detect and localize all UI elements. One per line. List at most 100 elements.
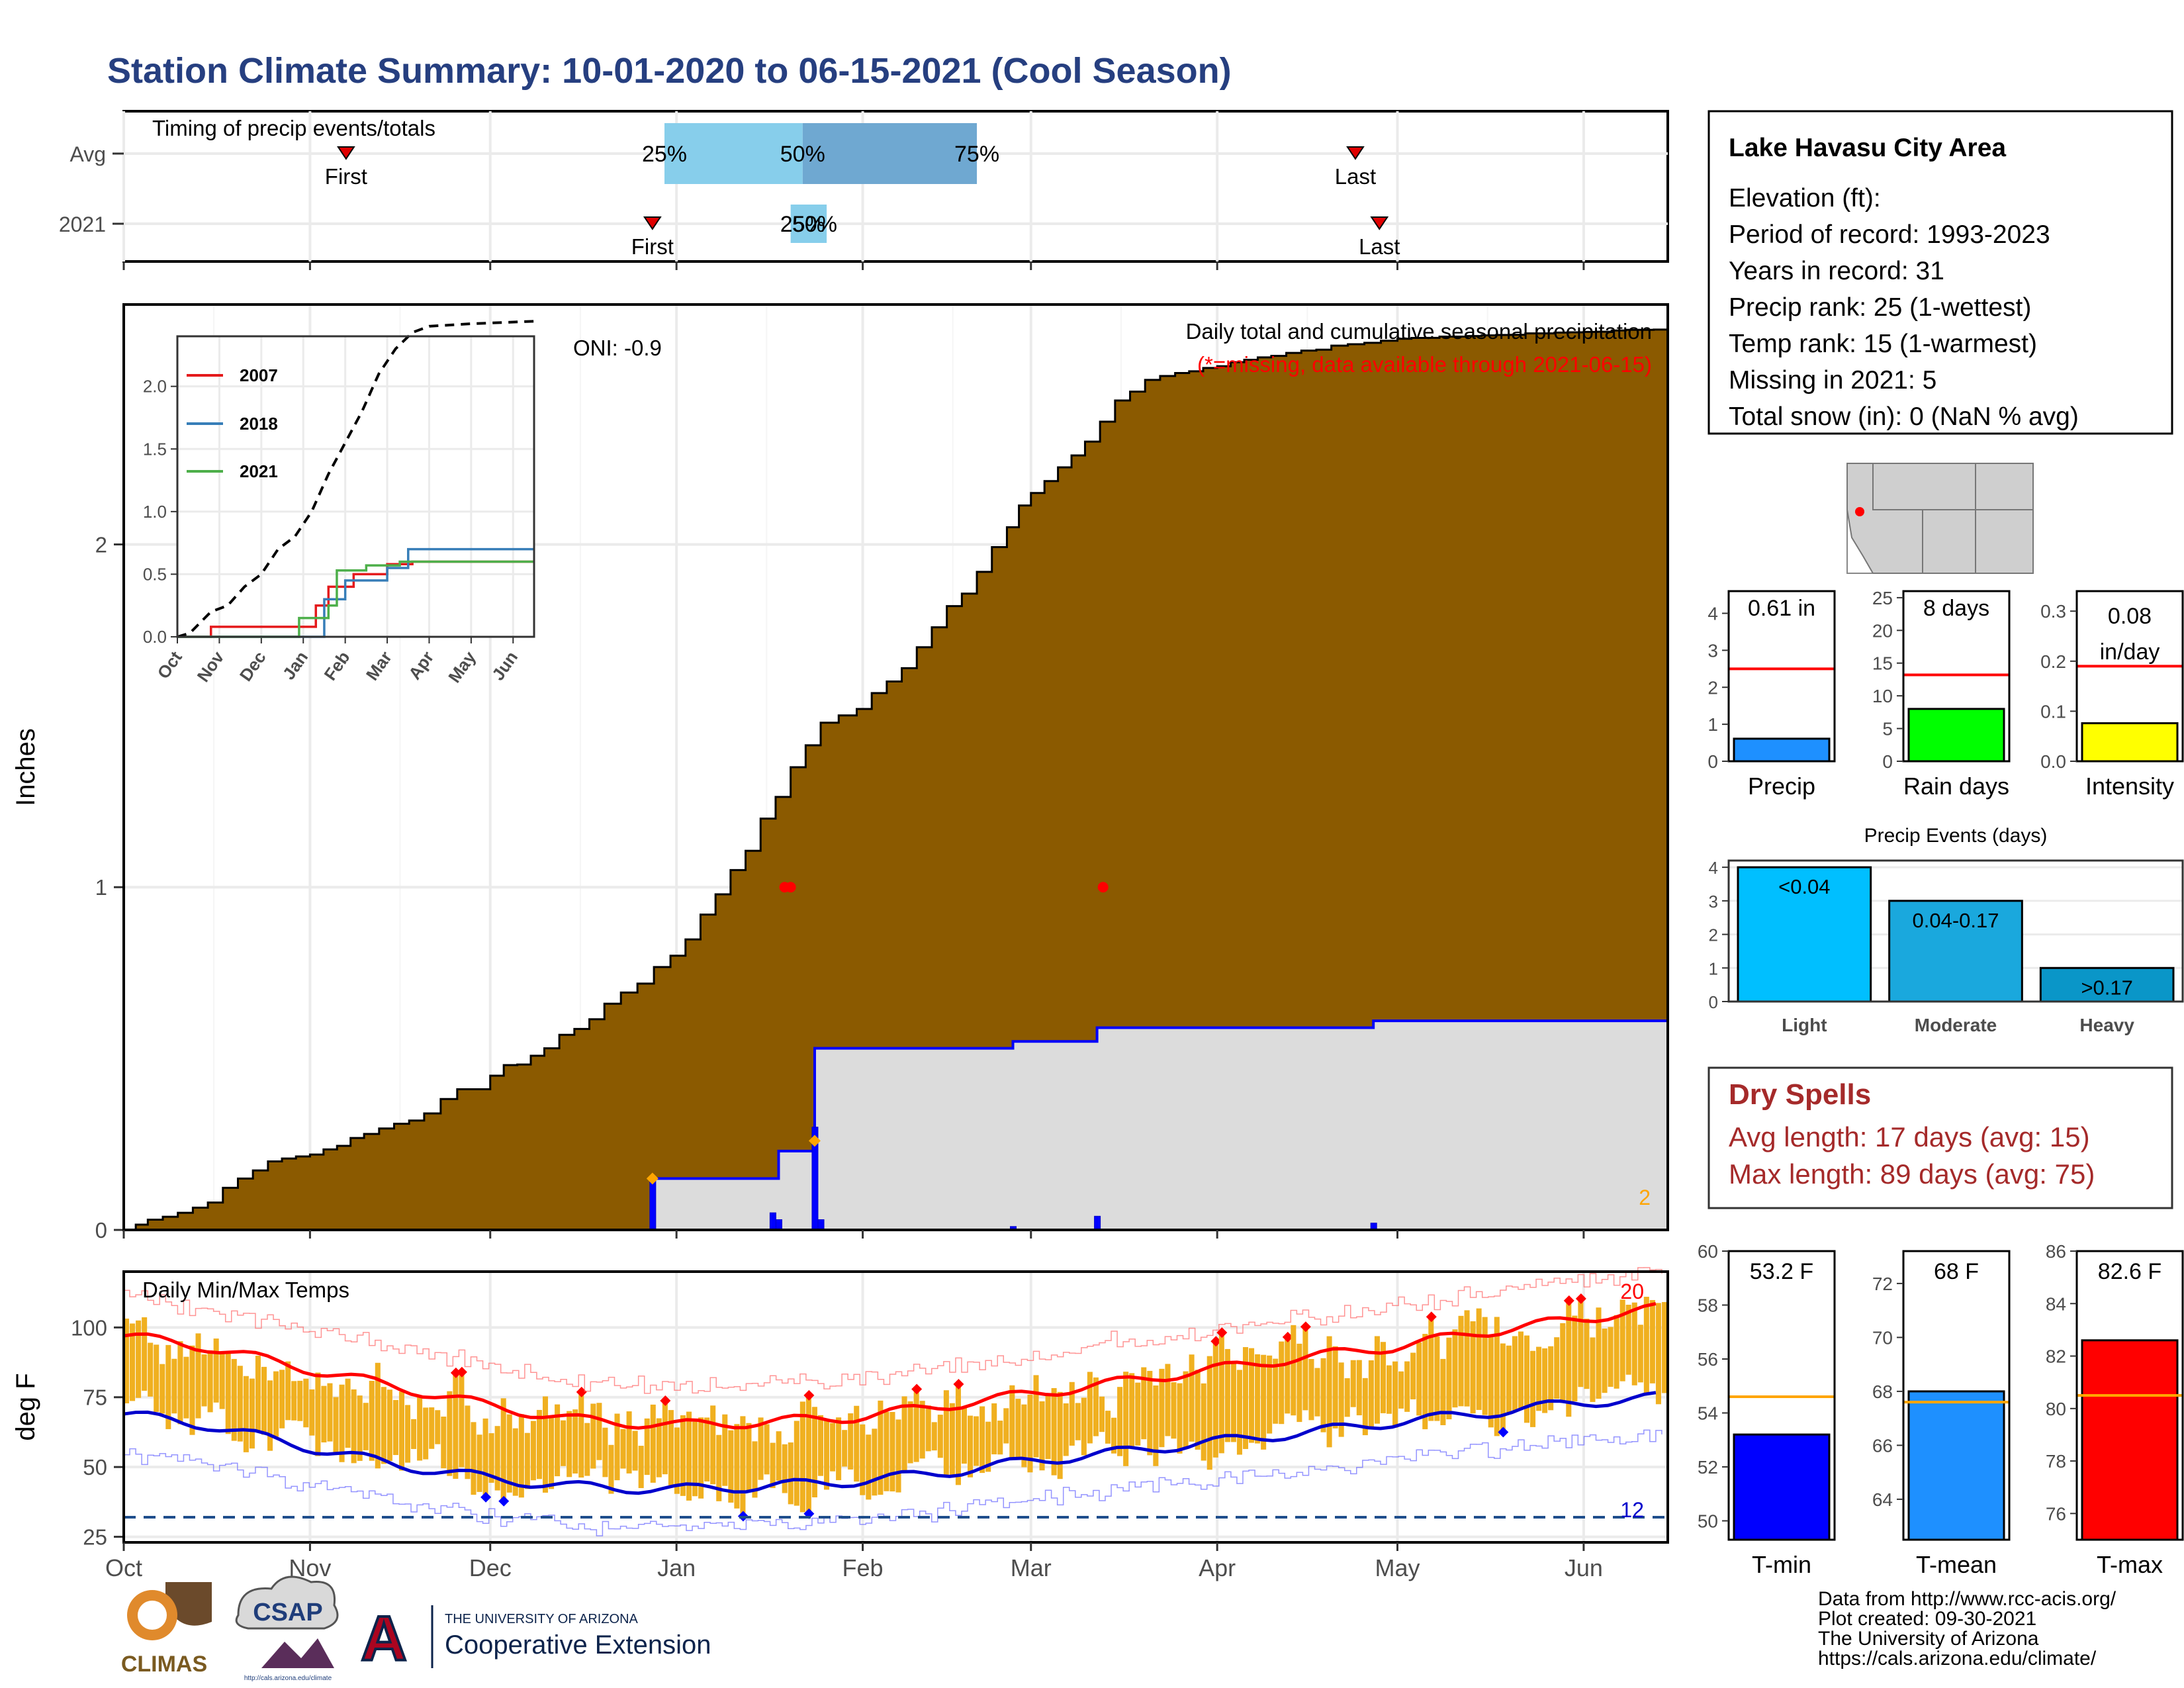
- daily-precip-bar: [649, 1178, 657, 1231]
- events-tick-label: 1: [1709, 959, 1718, 978]
- daily-temp-bar: [955, 1383, 961, 1485]
- record-high-marker: [1282, 1331, 1293, 1342]
- precip-gauge-bar: [1733, 737, 1831, 763]
- daily-temp-bar: [1530, 1350, 1536, 1427]
- daily-temp-bar: [1362, 1378, 1368, 1436]
- record-high-marker: [1563, 1295, 1574, 1306]
- footer-line: Plot created: 09-30-2021: [1818, 1608, 2036, 1630]
- daily-temp-bar: [1171, 1382, 1177, 1439]
- record-low-marker: [1498, 1427, 1509, 1438]
- daily-temp-bar: [1177, 1383, 1183, 1454]
- daily-temp-bar: [1291, 1325, 1297, 1416]
- daily-temp-bar: [1404, 1361, 1410, 1412]
- daily-temp-bar: [309, 1389, 315, 1436]
- daily-temp-bar: [1003, 1408, 1009, 1444]
- record-high-marker: [911, 1383, 923, 1395]
- daily-temp-bar: [345, 1378, 351, 1448]
- intensity-gauge-bar: [2081, 722, 2179, 763]
- daily-temp-bar: [124, 1318, 130, 1403]
- daily-temp-bar: [764, 1424, 770, 1475]
- csap-logo-mountains: [261, 1638, 334, 1668]
- orange-marker: [808, 1135, 821, 1147]
- daily-temp-bar: [1643, 1296, 1649, 1394]
- daily-temp-bar: [1410, 1352, 1416, 1399]
- temps-x-tick-label: Dec: [469, 1554, 512, 1581]
- record-max-line: [124, 1267, 1662, 1394]
- temp-gauges: 50 52 54 56 58 60 53.2 F T-min 64 66 68 70 72 68 F T-m…: [1698, 1241, 2184, 1578]
- daily-temp-bar: [734, 1424, 740, 1509]
- daily-temp-bar: [1596, 1307, 1602, 1399]
- daily-temp-bar: [1218, 1333, 1224, 1454]
- avg-min-temp-line: [123, 1391, 1657, 1495]
- daily-temp-bar: [1081, 1397, 1087, 1456]
- daily-temp-bar: [1261, 1354, 1267, 1450]
- precip-events-panel: Precip Events (days) 0 1 2 3 4 <0.04 Light 0.04-…: [1709, 825, 2184, 1035]
- record-high-count: 20: [1620, 1280, 1644, 1303]
- tmean-gauge-tick-label: 70: [1872, 1327, 1893, 1348]
- daily-temp-bar: [985, 1421, 991, 1472]
- daily-temp-bar: [561, 1420, 567, 1466]
- precip-y-tick-label: 1: [95, 875, 107, 900]
- temps-y-tick-label: 50: [83, 1455, 107, 1479]
- daily-temp-bar: [866, 1434, 872, 1500]
- csap-logo-url: http://cals.arizona.edu/climate: [244, 1675, 332, 1682]
- daily-temp-bar: [177, 1341, 183, 1425]
- daily-temp-bar: [1614, 1315, 1619, 1389]
- daily-temp-bar: [1548, 1346, 1554, 1411]
- daily-temp-bar: [1141, 1367, 1147, 1440]
- daily-temp-bar: [488, 1433, 494, 1483]
- record-low-marker: [498, 1495, 510, 1507]
- daily-temp-bar: [1249, 1348, 1255, 1443]
- daily-temp-bar: [979, 1406, 985, 1474]
- daily-temp-bar: [830, 1423, 836, 1472]
- daily-temp-bar: [303, 1378, 309, 1428]
- daily-temp-bar: [1506, 1345, 1512, 1413]
- daily-temp-bar: [1524, 1335, 1530, 1423]
- timing-marker: [1346, 146, 1365, 160]
- daily-temp-bar: [1482, 1317, 1488, 1415]
- daily-temp-bar: [656, 1418, 662, 1477]
- timing-marker: [643, 216, 662, 230]
- daily-temp-bar: [1554, 1337, 1560, 1399]
- daily-temp-bar: [225, 1352, 231, 1434]
- daily-temp-bar: [1111, 1417, 1117, 1454]
- daily-temp-bar: [285, 1361, 291, 1421]
- temps-x-tick-label: Oct: [105, 1554, 142, 1581]
- daily-temp-bar: [805, 1395, 811, 1514]
- daily-temp-bar: [752, 1441, 758, 1498]
- timing-marker: [337, 146, 355, 160]
- intensity-gauge-label: Intensity: [2085, 773, 2174, 800]
- daily-temp-bar: [1183, 1371, 1189, 1448]
- daily-precip-bar: [817, 1219, 825, 1231]
- tmax-gauge-tick-label: 84: [2046, 1293, 2066, 1314]
- daily-temp-bar: [279, 1370, 285, 1429]
- daily-temp-bar: [1159, 1368, 1165, 1448]
- daily-temp-bar: [1560, 1323, 1566, 1403]
- events-bar: [2039, 966, 2175, 1003]
- tmean-gauge-bar: [1907, 1390, 2005, 1541]
- daily-temp-bar: [201, 1354, 207, 1407]
- info-frame: [1707, 110, 2173, 435]
- daily-temp-bar: [1476, 1308, 1482, 1410]
- daily-temp-bar: [1045, 1395, 1051, 1460]
- daily-temp-bar: [668, 1410, 674, 1487]
- daily-temp-bar: [1637, 1325, 1643, 1383]
- daily-temp-bar: [991, 1403, 997, 1455]
- intensity-gauge-tick-label: 0.2: [2040, 651, 2066, 672]
- inset-y-tick-label: 2.0: [143, 377, 167, 397]
- daily-temp-bar: [207, 1350, 213, 1413]
- raindays-gauge-frame: [1902, 590, 2011, 763]
- station-info-line: Temp rank: 15 (1-warmest): [1729, 330, 2037, 358]
- daily-temp-bar: [872, 1429, 878, 1496]
- daily-temp-bar: [704, 1417, 710, 1481]
- temps-x-tick-label: Apr: [1199, 1554, 1236, 1581]
- tmax-gauge-value-label: 82.6 F: [2098, 1259, 2161, 1284]
- daily-temp-bar: [1422, 1334, 1428, 1430]
- daily-temp-bar: [477, 1434, 482, 1492]
- daily-temp-bar: [1212, 1341, 1218, 1458]
- daily-temp-bar: [148, 1342, 154, 1397]
- precip-gauge-label: Precip: [1748, 773, 1815, 800]
- daily-temp-bar: [974, 1416, 979, 1466]
- station-info-line: Missing in 2021: 5: [1729, 366, 1936, 395]
- oni-label: ONI: -0.9: [573, 336, 662, 360]
